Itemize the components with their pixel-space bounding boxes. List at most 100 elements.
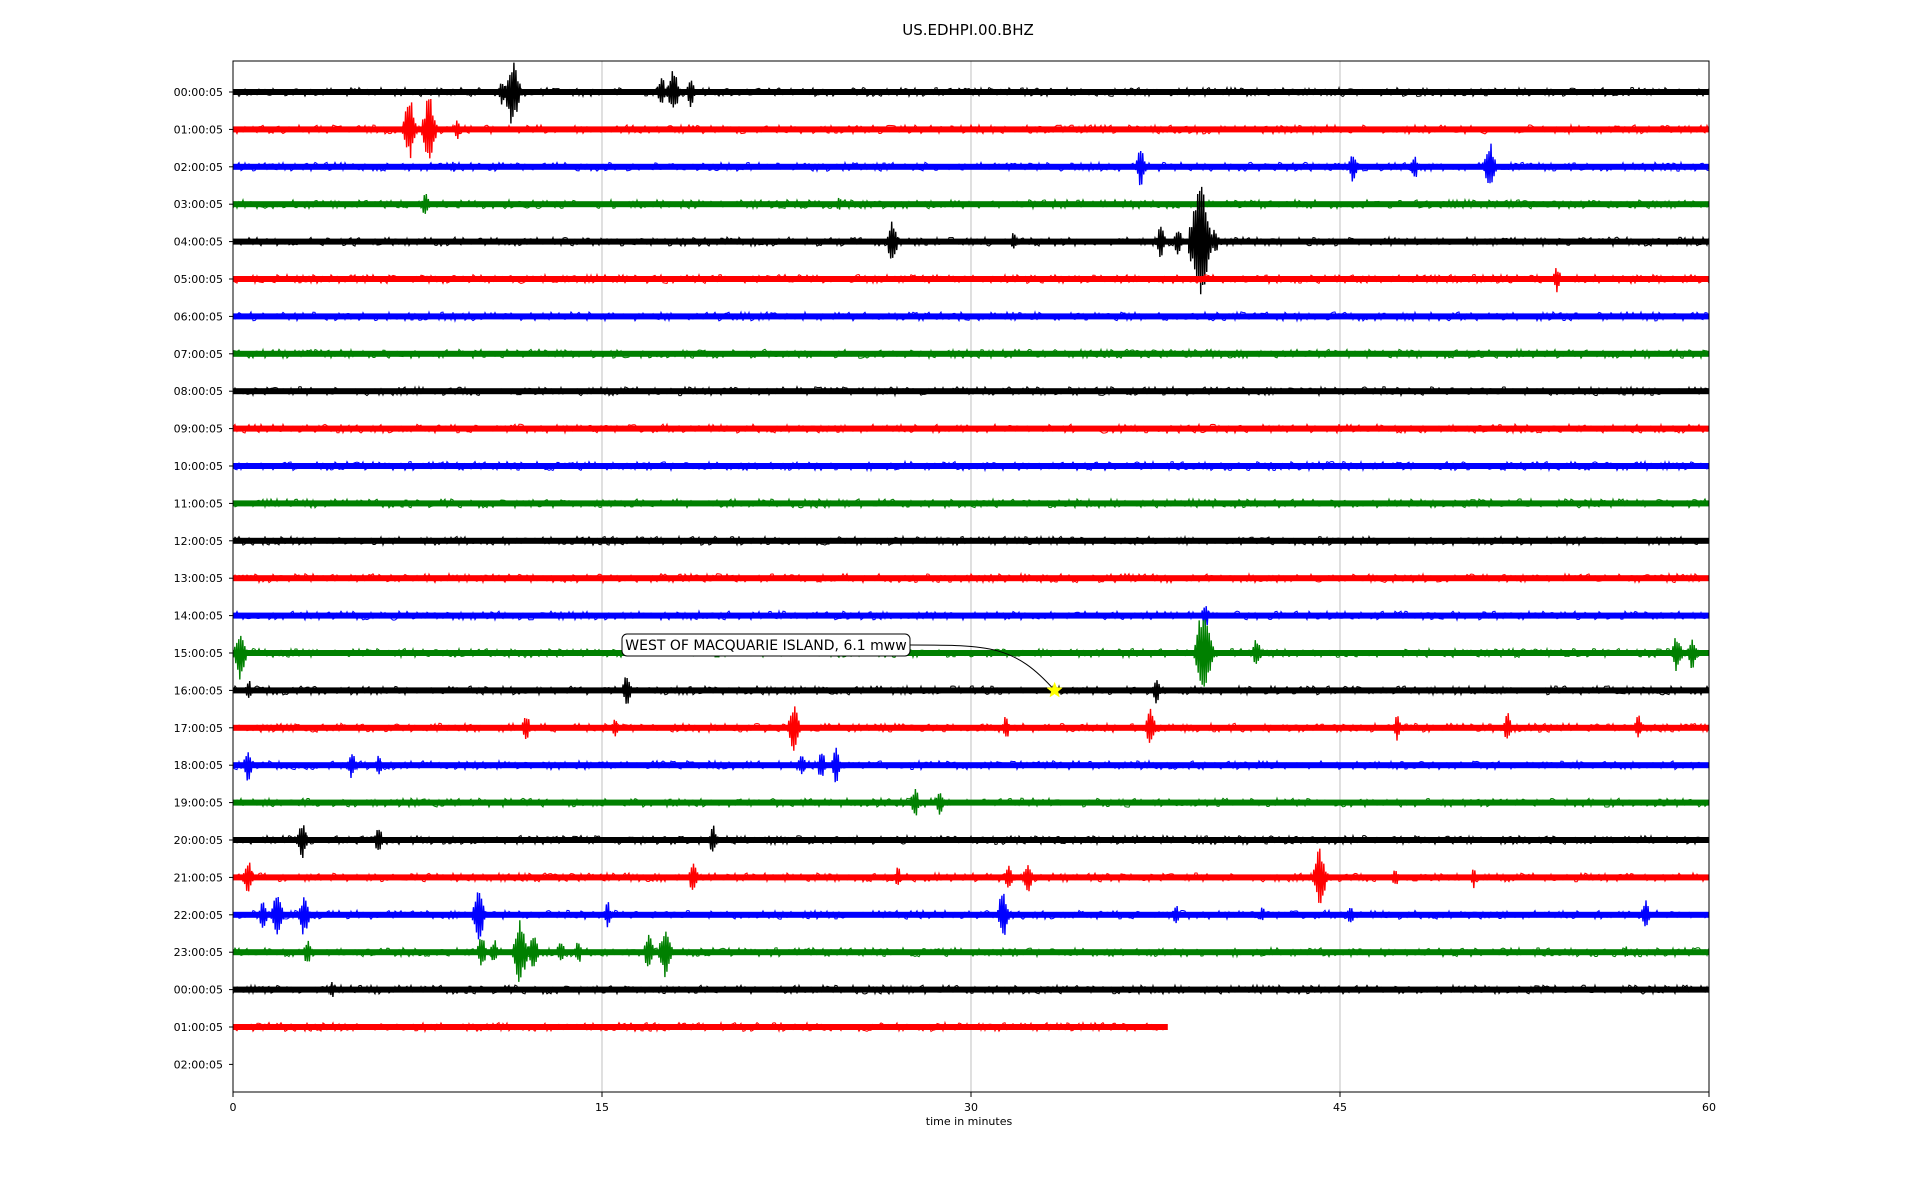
trace-noise xyxy=(232,571,1710,585)
trace-event xyxy=(1155,226,1171,258)
y-axis-ticks: 00:00:05 01:00:05 02:00:05 03:00:05 04:00:05… xyxy=(174,86,233,1071)
trace-event xyxy=(1001,716,1014,737)
trace-event xyxy=(1390,870,1403,885)
trace-event xyxy=(573,942,586,962)
trace-band xyxy=(233,350,1709,357)
trace-noise xyxy=(232,534,1710,547)
trace-17 xyxy=(232,706,1710,751)
trace-event xyxy=(270,896,289,935)
trace-event xyxy=(1633,715,1647,738)
trace-12 xyxy=(232,534,1710,547)
trace-noise xyxy=(232,1020,1168,1034)
trace-9 xyxy=(232,422,1710,435)
trace-event xyxy=(1251,640,1266,664)
trace-event xyxy=(1346,907,1358,923)
trace-band xyxy=(233,500,1709,507)
trace-22 xyxy=(232,892,1710,940)
trace-event xyxy=(373,829,388,850)
y-tick-label: 21:00:05 xyxy=(174,871,223,884)
trace-noise xyxy=(232,497,1710,510)
trace-band xyxy=(233,463,1709,469)
trace-noise xyxy=(232,385,1710,398)
trace-event xyxy=(687,863,703,890)
trace-noise xyxy=(232,609,1710,622)
trace-8 xyxy=(232,385,1710,398)
trace-event xyxy=(1009,233,1021,249)
trace-event xyxy=(685,80,700,108)
trace-noise xyxy=(232,983,1710,996)
y-tick-label: 07:00:05 xyxy=(174,348,223,361)
trace-event xyxy=(401,102,423,159)
y-tick-label: 23:00:05 xyxy=(174,946,223,959)
trace-10 xyxy=(232,459,1710,473)
trace-band xyxy=(233,201,1709,208)
trace-band xyxy=(233,612,1709,619)
trace-event xyxy=(1193,619,1221,687)
trace-event xyxy=(1622,946,1633,957)
trace-2 xyxy=(232,143,1710,186)
trace-event xyxy=(1151,680,1165,704)
trace-noise xyxy=(232,310,1710,323)
trace-noise xyxy=(232,272,1710,286)
trace-11 xyxy=(232,497,1710,510)
trace-noise xyxy=(232,347,1710,360)
trace-event xyxy=(476,939,492,966)
trace-band xyxy=(233,986,1709,993)
trace-noise xyxy=(232,235,1710,248)
trace-15 xyxy=(232,619,1710,687)
trace-noise xyxy=(232,459,1710,473)
trace-event xyxy=(621,677,637,704)
trace-event xyxy=(1347,156,1362,182)
trace-noise xyxy=(232,422,1710,435)
trace-noise xyxy=(232,758,1710,772)
event-star-marker xyxy=(1046,681,1063,698)
trace-event xyxy=(1483,143,1502,184)
y-tick-label: 22:00:05 xyxy=(174,909,223,922)
trace-event xyxy=(1200,606,1214,628)
trace-event xyxy=(1392,716,1406,741)
trace-noise xyxy=(232,721,1710,735)
trace-event xyxy=(996,893,1015,935)
trace-noise xyxy=(232,871,1710,884)
annotation-box xyxy=(621,633,911,657)
trace-event xyxy=(1552,268,1566,293)
trace-21 xyxy=(232,848,1710,904)
trace-event xyxy=(420,193,434,214)
trace-event xyxy=(708,825,722,852)
trace-band xyxy=(233,89,1709,95)
trace-event xyxy=(1409,156,1423,177)
trace-event xyxy=(1671,638,1688,672)
trace-4 xyxy=(232,186,1710,295)
y-tick-label: 20:00:05 xyxy=(174,834,223,847)
event-annotation: WEST OF MACQUARIE ISLAND, 6.1 mww xyxy=(621,633,1063,698)
trace-5 xyxy=(232,268,1710,293)
trace-event xyxy=(504,62,528,124)
trace-event xyxy=(886,221,903,259)
trace-event xyxy=(296,825,313,859)
trace-event xyxy=(1210,229,1224,251)
trace-24 xyxy=(232,981,1710,998)
trace-event xyxy=(496,83,510,105)
y-tick-label: 01:00:05 xyxy=(174,1021,223,1034)
trace-event xyxy=(666,71,685,108)
trace-event xyxy=(233,635,253,680)
x-tick-label: 45 xyxy=(1333,1101,1347,1114)
trace-event xyxy=(610,719,623,737)
trace-event xyxy=(797,756,810,775)
y-tick-label: 11:00:05 xyxy=(174,497,223,510)
trace-event xyxy=(244,681,256,698)
trace-event xyxy=(1469,869,1481,889)
trace-event xyxy=(1135,150,1151,186)
y-tick-label: 16:00:05 xyxy=(174,684,223,697)
chart-title: US.EDHPI.00.BHZ xyxy=(902,21,1034,39)
trace-event xyxy=(242,752,258,781)
trace-band xyxy=(233,650,1709,656)
y-tick-label: 08:00:05 xyxy=(174,385,223,398)
x-tick-label: 60 xyxy=(1702,1101,1716,1114)
y-tick-label: 02:00:05 xyxy=(174,1058,223,1071)
y-tick-label: 13:00:05 xyxy=(174,572,223,585)
trace-event xyxy=(1686,639,1702,669)
trace-event xyxy=(328,981,339,998)
trace-event xyxy=(893,867,906,885)
trace-event xyxy=(643,934,659,967)
